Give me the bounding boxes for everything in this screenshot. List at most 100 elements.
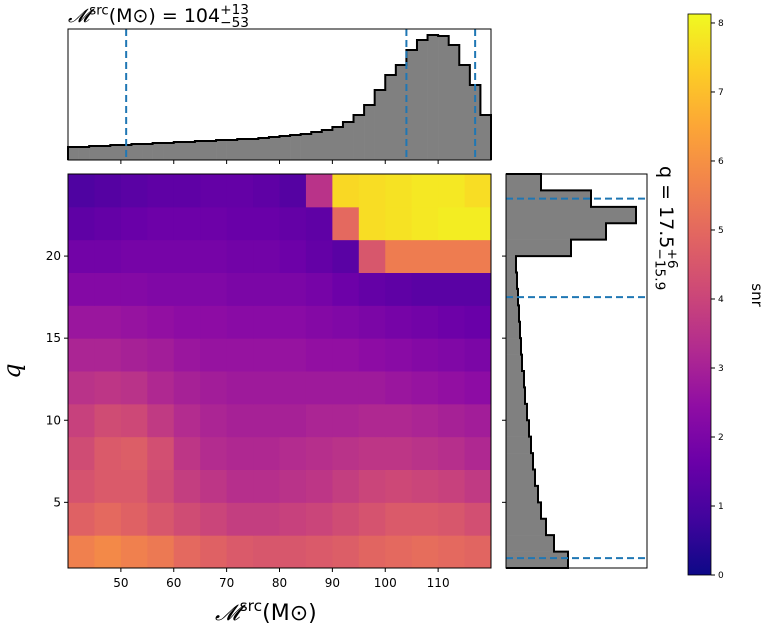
hist-bar xyxy=(506,420,529,437)
heat-cell xyxy=(173,436,201,470)
heat-cell xyxy=(385,338,413,372)
heat-cell xyxy=(385,239,413,273)
heat-cell xyxy=(358,371,386,405)
x-tick-label: 100 xyxy=(374,576,397,590)
heat-cell xyxy=(411,535,439,569)
heat-cell xyxy=(438,436,466,470)
y-axis-label: q xyxy=(0,363,26,378)
heat-cell xyxy=(200,305,228,339)
composite-label: q = 17.5+6−15.9 xyxy=(651,166,680,290)
heat-cell xyxy=(332,403,360,438)
heat-cell xyxy=(94,371,122,405)
heat-cell xyxy=(305,338,333,372)
heat-cell xyxy=(305,436,333,470)
heat-cell xyxy=(200,502,228,536)
hist-bar xyxy=(506,387,525,405)
heat-cell xyxy=(68,206,95,241)
hist-frame xyxy=(505,173,648,569)
heat-cell xyxy=(305,272,333,306)
heat-cell xyxy=(200,436,228,470)
heat-cell xyxy=(200,239,228,273)
hist-bar xyxy=(506,403,527,421)
heat-cell xyxy=(226,338,254,372)
heat-cell xyxy=(332,535,360,569)
heat-cell xyxy=(279,239,307,273)
heat-cell xyxy=(147,239,175,273)
heat-cell xyxy=(305,502,333,536)
heat-cell xyxy=(464,272,492,306)
heat-cell xyxy=(305,305,333,339)
hist-bar xyxy=(506,453,533,470)
heat-cell xyxy=(68,305,95,339)
heat-cell xyxy=(279,535,307,569)
hist-bar xyxy=(142,144,153,160)
heat-cell xyxy=(253,403,280,438)
heat-cell xyxy=(120,239,148,273)
x-tick-label: 50 xyxy=(113,576,128,590)
heat-cell xyxy=(120,403,148,438)
heat-cell xyxy=(94,436,122,470)
colorbar-tick-label: 7 xyxy=(718,88,724,98)
heat-cell xyxy=(438,403,466,438)
heat-cell xyxy=(253,502,280,536)
heat-cell xyxy=(411,239,439,273)
hist-bar xyxy=(342,122,354,160)
heat-cell xyxy=(173,371,201,405)
heat-cell xyxy=(411,436,439,470)
heat-cell xyxy=(226,174,254,208)
colorbar-tick-label: 0 xyxy=(718,571,724,581)
label-rest: (M⊙) xyxy=(262,601,317,626)
heat-cell xyxy=(305,206,333,241)
heat-cell xyxy=(464,174,492,208)
heat-cell xyxy=(385,206,413,241)
heat-cell xyxy=(94,502,122,536)
hist-bar xyxy=(290,135,301,160)
heat-cell xyxy=(411,272,439,306)
heat-cell xyxy=(94,305,122,339)
heat-cell xyxy=(200,338,228,372)
label-sup: src xyxy=(89,3,108,18)
colorbar-tick-label: 8 xyxy=(718,19,724,29)
heat-cell xyxy=(120,371,148,405)
heat-cell xyxy=(120,502,148,536)
heat-cell xyxy=(358,338,386,372)
heat-cell xyxy=(200,174,228,208)
heat-cell xyxy=(120,174,148,208)
hist-bar xyxy=(506,469,535,487)
x-tick-label: 60 xyxy=(166,576,181,590)
heat-cell xyxy=(173,469,201,503)
heat-cell xyxy=(279,371,307,405)
heat-cell xyxy=(147,535,175,569)
heat-cell xyxy=(68,403,95,438)
heat-cell xyxy=(332,305,360,339)
heat-cell xyxy=(147,371,175,405)
heat-cell xyxy=(279,174,307,208)
heat-cell xyxy=(385,469,413,503)
heat-cell xyxy=(173,174,201,208)
hist-bar xyxy=(89,146,101,160)
heat-cell xyxy=(68,338,95,372)
heat-cell xyxy=(200,371,228,405)
heat-cell xyxy=(385,403,413,438)
label-upper: +6 xyxy=(664,248,680,268)
heat-cell xyxy=(438,206,466,241)
hist-bar xyxy=(506,190,591,208)
hist-bar xyxy=(152,143,164,160)
heat-cell xyxy=(253,305,280,339)
heat-cell xyxy=(385,272,413,306)
heat-cell xyxy=(120,535,148,569)
heat-cell xyxy=(253,371,280,405)
heat-cell xyxy=(332,206,360,241)
heat-cell xyxy=(438,469,466,503)
heat-cell xyxy=(332,371,360,405)
heat-cell xyxy=(226,272,254,306)
hist-bar xyxy=(364,105,375,160)
hist-outline xyxy=(506,173,637,569)
x-tick-label: 80 xyxy=(272,576,287,590)
colorbar xyxy=(687,13,712,576)
heat-cell xyxy=(253,174,280,208)
colorbar-tick-label: 1 xyxy=(718,502,724,512)
colorbar-tick-label: 4 xyxy=(718,295,724,305)
y-tick-label: 5 xyxy=(53,495,61,509)
heat-cell xyxy=(305,469,333,503)
